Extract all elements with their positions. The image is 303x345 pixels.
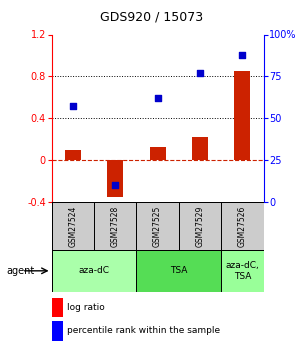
- Text: TSA: TSA: [170, 266, 188, 275]
- Text: GSM27526: GSM27526: [238, 205, 247, 247]
- Bar: [149, 147, 166, 160]
- Bar: [136, 202, 179, 250]
- Bar: [52, 321, 63, 341]
- Bar: [136, 250, 221, 292]
- Point: [155, 95, 160, 101]
- Text: GSM27524: GSM27524: [68, 205, 77, 247]
- Bar: [52, 298, 63, 317]
- Point: [198, 70, 202, 76]
- Bar: [65, 149, 81, 160]
- Bar: [52, 202, 94, 250]
- Bar: [234, 71, 251, 160]
- Bar: [179, 202, 221, 250]
- Text: aza-dC: aza-dC: [78, 266, 109, 275]
- Point: [240, 52, 245, 57]
- Text: GDS920 / 15073: GDS920 / 15073: [100, 10, 203, 23]
- Text: GSM27525: GSM27525: [153, 205, 162, 247]
- Text: log ratio: log ratio: [67, 303, 105, 312]
- Point: [113, 182, 118, 188]
- Text: percentile rank within the sample: percentile rank within the sample: [67, 326, 221, 335]
- Text: agent: agent: [6, 266, 34, 276]
- Bar: [221, 250, 264, 292]
- Text: GSM27528: GSM27528: [111, 205, 120, 247]
- Bar: [192, 137, 208, 160]
- Point: [70, 104, 75, 109]
- Bar: [52, 250, 136, 292]
- Bar: [94, 202, 136, 250]
- Bar: [107, 160, 123, 197]
- Bar: [221, 202, 264, 250]
- Text: aza-dC,
TSA: aza-dC, TSA: [225, 261, 259, 280]
- Text: GSM27529: GSM27529: [195, 205, 205, 247]
